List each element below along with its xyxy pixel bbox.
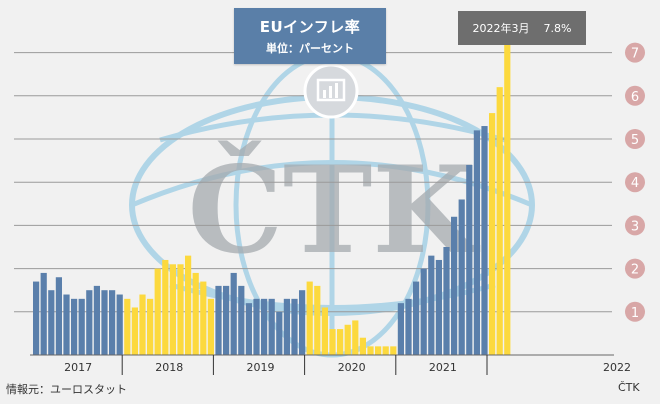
y-tick-badge <box>625 258 645 279</box>
bar-2017-4 <box>55 277 62 355</box>
year-label: 2020 <box>338 361 366 374</box>
bar-2021-11 <box>473 130 480 355</box>
bar-2019-5 <box>245 303 252 355</box>
chart-title: EUインフレ率 <box>259 18 361 36</box>
bar-2020-6 <box>344 324 351 355</box>
year-label: 2017 <box>64 361 92 374</box>
bar-2019-1 <box>215 285 222 355</box>
bar-2018-1 <box>124 298 131 355</box>
bar-2018-12 <box>207 298 214 355</box>
bar-2021-10 <box>466 164 473 355</box>
latest-value-callout: 2022年3月 7.8% <box>458 11 586 45</box>
year-label: 2018 <box>155 361 183 374</box>
y-tick-badge <box>625 129 645 149</box>
bar-2022-2 <box>496 87 503 355</box>
bar-2021-12 <box>481 126 488 355</box>
bar-2022-3 <box>504 18 511 355</box>
bar-2020-5 <box>337 329 344 355</box>
bar-2019-9 <box>276 311 283 355</box>
bar-2017-11 <box>109 290 116 355</box>
y-tick-label: 2 <box>631 263 639 278</box>
bar-2017-1 <box>33 281 40 355</box>
bar-2021-4 <box>420 268 427 355</box>
bar-2019-12 <box>299 290 306 355</box>
bar-2017-7 <box>78 298 85 355</box>
chart-subtitle: 単位：パーセント <box>266 42 354 55</box>
bar-2017-9 <box>93 285 100 355</box>
bar-2017-2 <box>40 272 47 355</box>
bar-2020-11 <box>382 346 389 355</box>
bar-2018-8 <box>177 264 184 355</box>
bar-2021-9 <box>458 199 465 355</box>
bar-2020-9 <box>367 346 374 355</box>
bar-2021-8 <box>451 216 458 355</box>
bar-2017-3 <box>48 290 55 355</box>
bar-2021-1 <box>397 303 404 355</box>
chart-icon <box>303 63 359 119</box>
bar-2022-1 <box>489 113 496 355</box>
bar-2017-5 <box>63 294 70 355</box>
bar-2017-6 <box>71 298 78 355</box>
y-tick-badge <box>625 301 645 322</box>
callout-date: 2022年3月 <box>472 22 530 35</box>
bar-2019-7 <box>261 298 268 355</box>
y-tick-label: 4 <box>631 176 639 191</box>
source-note: 情報元：ユーロスタット <box>6 383 127 396</box>
bar-2020-10 <box>375 346 382 355</box>
bar-2018-3 <box>139 294 146 355</box>
bar-2021-7 <box>443 247 450 355</box>
bar-2019-2 <box>223 285 230 355</box>
bar-2020-1 <box>306 281 313 355</box>
bar-2018-4 <box>147 298 154 355</box>
year-label: 2019 <box>247 361 275 374</box>
bars <box>33 18 511 355</box>
bar-2017-10 <box>101 290 108 355</box>
callout-value: 7.8% <box>543 21 572 35</box>
y-tick-label: 5 <box>631 133 639 148</box>
bar-2018-11 <box>200 281 207 355</box>
y-tick-label: 6 <box>631 90 639 105</box>
credit-note: ČTK <box>618 381 640 394</box>
year-label: 2021 <box>429 361 457 374</box>
bar-2020-3 <box>321 307 328 355</box>
bar-2019-10 <box>283 298 290 355</box>
y-tick-badge <box>625 172 645 193</box>
chart-title-box: EUインフレ率 単位：パーセント <box>234 8 386 64</box>
bar-2019-11 <box>291 298 298 355</box>
bar-2020-4 <box>329 329 336 355</box>
y-axis-ticks: 1 2 3 4 5 6 7 <box>625 42 645 322</box>
y-tick-label: 7 <box>631 47 639 62</box>
y-tick-badge <box>625 215 645 236</box>
bar-2018-9 <box>185 255 192 355</box>
bar-2020-12 <box>390 346 397 355</box>
bar-2018-5 <box>154 268 161 355</box>
bar-2019-3 <box>230 272 237 355</box>
bar-2018-10 <box>192 272 199 355</box>
bar-2018-6 <box>162 259 169 355</box>
bar-2019-6 <box>253 298 260 355</box>
y-tick-badge <box>625 42 645 63</box>
bar-2020-2 <box>314 285 321 355</box>
watermark-text: ČTK <box>187 140 480 281</box>
bar-2017-8 <box>86 290 93 355</box>
bar-2018-7 <box>169 264 176 355</box>
bar-2018-2 <box>131 307 138 355</box>
y-tick-label: 1 <box>631 306 639 321</box>
y-tick-badge <box>625 85 645 106</box>
bar-2021-2 <box>405 298 412 355</box>
bar-2021-6 <box>435 259 442 355</box>
bar-2021-3 <box>413 281 420 355</box>
bar-2017-12 <box>116 294 123 355</box>
bar-2021-5 <box>428 255 435 355</box>
y-tick-label: 3 <box>631 219 639 234</box>
bar-2020-7 <box>352 320 359 355</box>
bar-2019-4 <box>238 285 245 355</box>
bar-2019-8 <box>268 298 275 355</box>
year-label: 2022 <box>603 361 631 374</box>
bar-2020-8 <box>359 337 366 355</box>
